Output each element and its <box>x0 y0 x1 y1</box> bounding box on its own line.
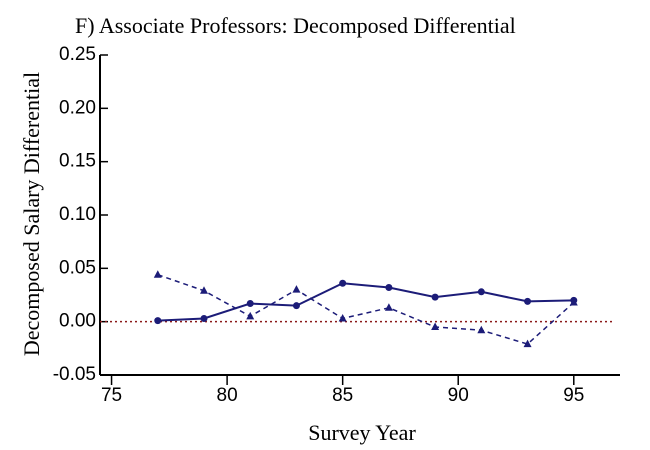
y-tick-label: 0.20 <box>59 97 96 118</box>
point <box>200 314 208 322</box>
point <box>385 284 393 292</box>
point <box>523 339 532 348</box>
x-tick-label: 90 <box>448 385 469 406</box>
point <box>524 297 532 305</box>
point <box>569 297 578 306</box>
series-line <box>157 282 574 322</box>
x-tick-label: 85 <box>332 385 353 406</box>
x-tick-label: 95 <box>563 385 584 406</box>
point <box>477 325 486 334</box>
point <box>154 317 162 325</box>
y-tick-label: 0.10 <box>59 204 96 225</box>
x-tick-label: 75 <box>101 385 122 406</box>
point <box>384 303 393 311</box>
point <box>292 285 301 293</box>
y-tick-label: 0.00 <box>59 311 96 332</box>
point <box>246 311 255 320</box>
point <box>431 322 440 330</box>
point <box>292 302 300 310</box>
point <box>431 293 439 301</box>
series-line <box>157 274 575 345</box>
point <box>200 286 208 294</box>
point <box>153 270 162 278</box>
point <box>246 300 254 308</box>
chart-title: F) Associate Professors: Decomposed Diff… <box>75 13 516 38</box>
point <box>339 279 347 287</box>
y-tick-label: 0.15 <box>59 151 96 172</box>
y-tick-label: 0.25 <box>59 44 96 65</box>
y-axis-label: Decomposed Salary Differential <box>19 72 44 356</box>
point <box>477 288 485 296</box>
x-tick-label: 80 <box>217 385 238 406</box>
y-tick-label: -0.05 <box>53 364 96 385</box>
point <box>338 313 347 322</box>
y-tick-label: 0.05 <box>59 257 96 278</box>
x-axis-label: Survey Year <box>308 420 416 445</box>
